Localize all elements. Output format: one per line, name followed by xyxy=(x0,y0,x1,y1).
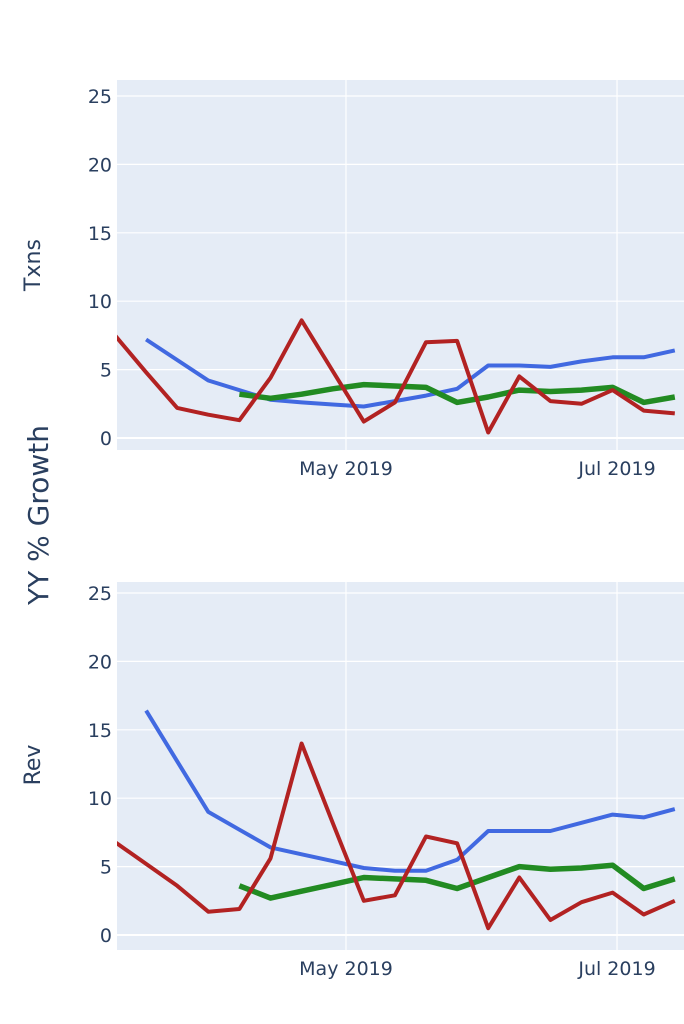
y-tick-label: 10 xyxy=(88,788,112,810)
series-group xyxy=(117,318,676,435)
subplot-txns: 0 5 10 15 20 25 May 2019 Jul 2019 Txns xyxy=(21,80,684,480)
y-tick-label: 0 xyxy=(100,925,112,947)
y-axis-title-txns: Txns xyxy=(21,239,46,292)
series-line-blue xyxy=(144,337,676,409)
x-tick-label: May 2019 xyxy=(299,958,393,980)
y-tick-label: 15 xyxy=(88,720,112,742)
x-tick-label: Jul 2019 xyxy=(577,458,655,480)
y-tick-label: 10 xyxy=(88,291,112,313)
subplot-rev: 0 5 10 15 20 25 May 2019 Jul 2019 Rev xyxy=(21,582,684,980)
x-tick-label: Jul 2019 xyxy=(577,958,655,980)
x-tick-label: May 2019 xyxy=(299,458,393,480)
y-tick-label: 5 xyxy=(100,857,112,879)
y-axis-title: YY % Growth xyxy=(22,425,55,606)
y-tick-label: 15 xyxy=(88,223,112,245)
y-tick-label: 20 xyxy=(88,651,112,673)
y-tick-label: 25 xyxy=(88,583,112,605)
y-tick-label: 20 xyxy=(88,154,112,176)
series-line-blue xyxy=(144,709,676,873)
series-group xyxy=(117,709,676,931)
y-tick-label: 25 xyxy=(88,86,112,108)
y-axis-title-rev: Rev xyxy=(21,745,46,786)
y-tick-label: 0 xyxy=(100,428,112,450)
y-tick-label: 5 xyxy=(100,360,112,382)
